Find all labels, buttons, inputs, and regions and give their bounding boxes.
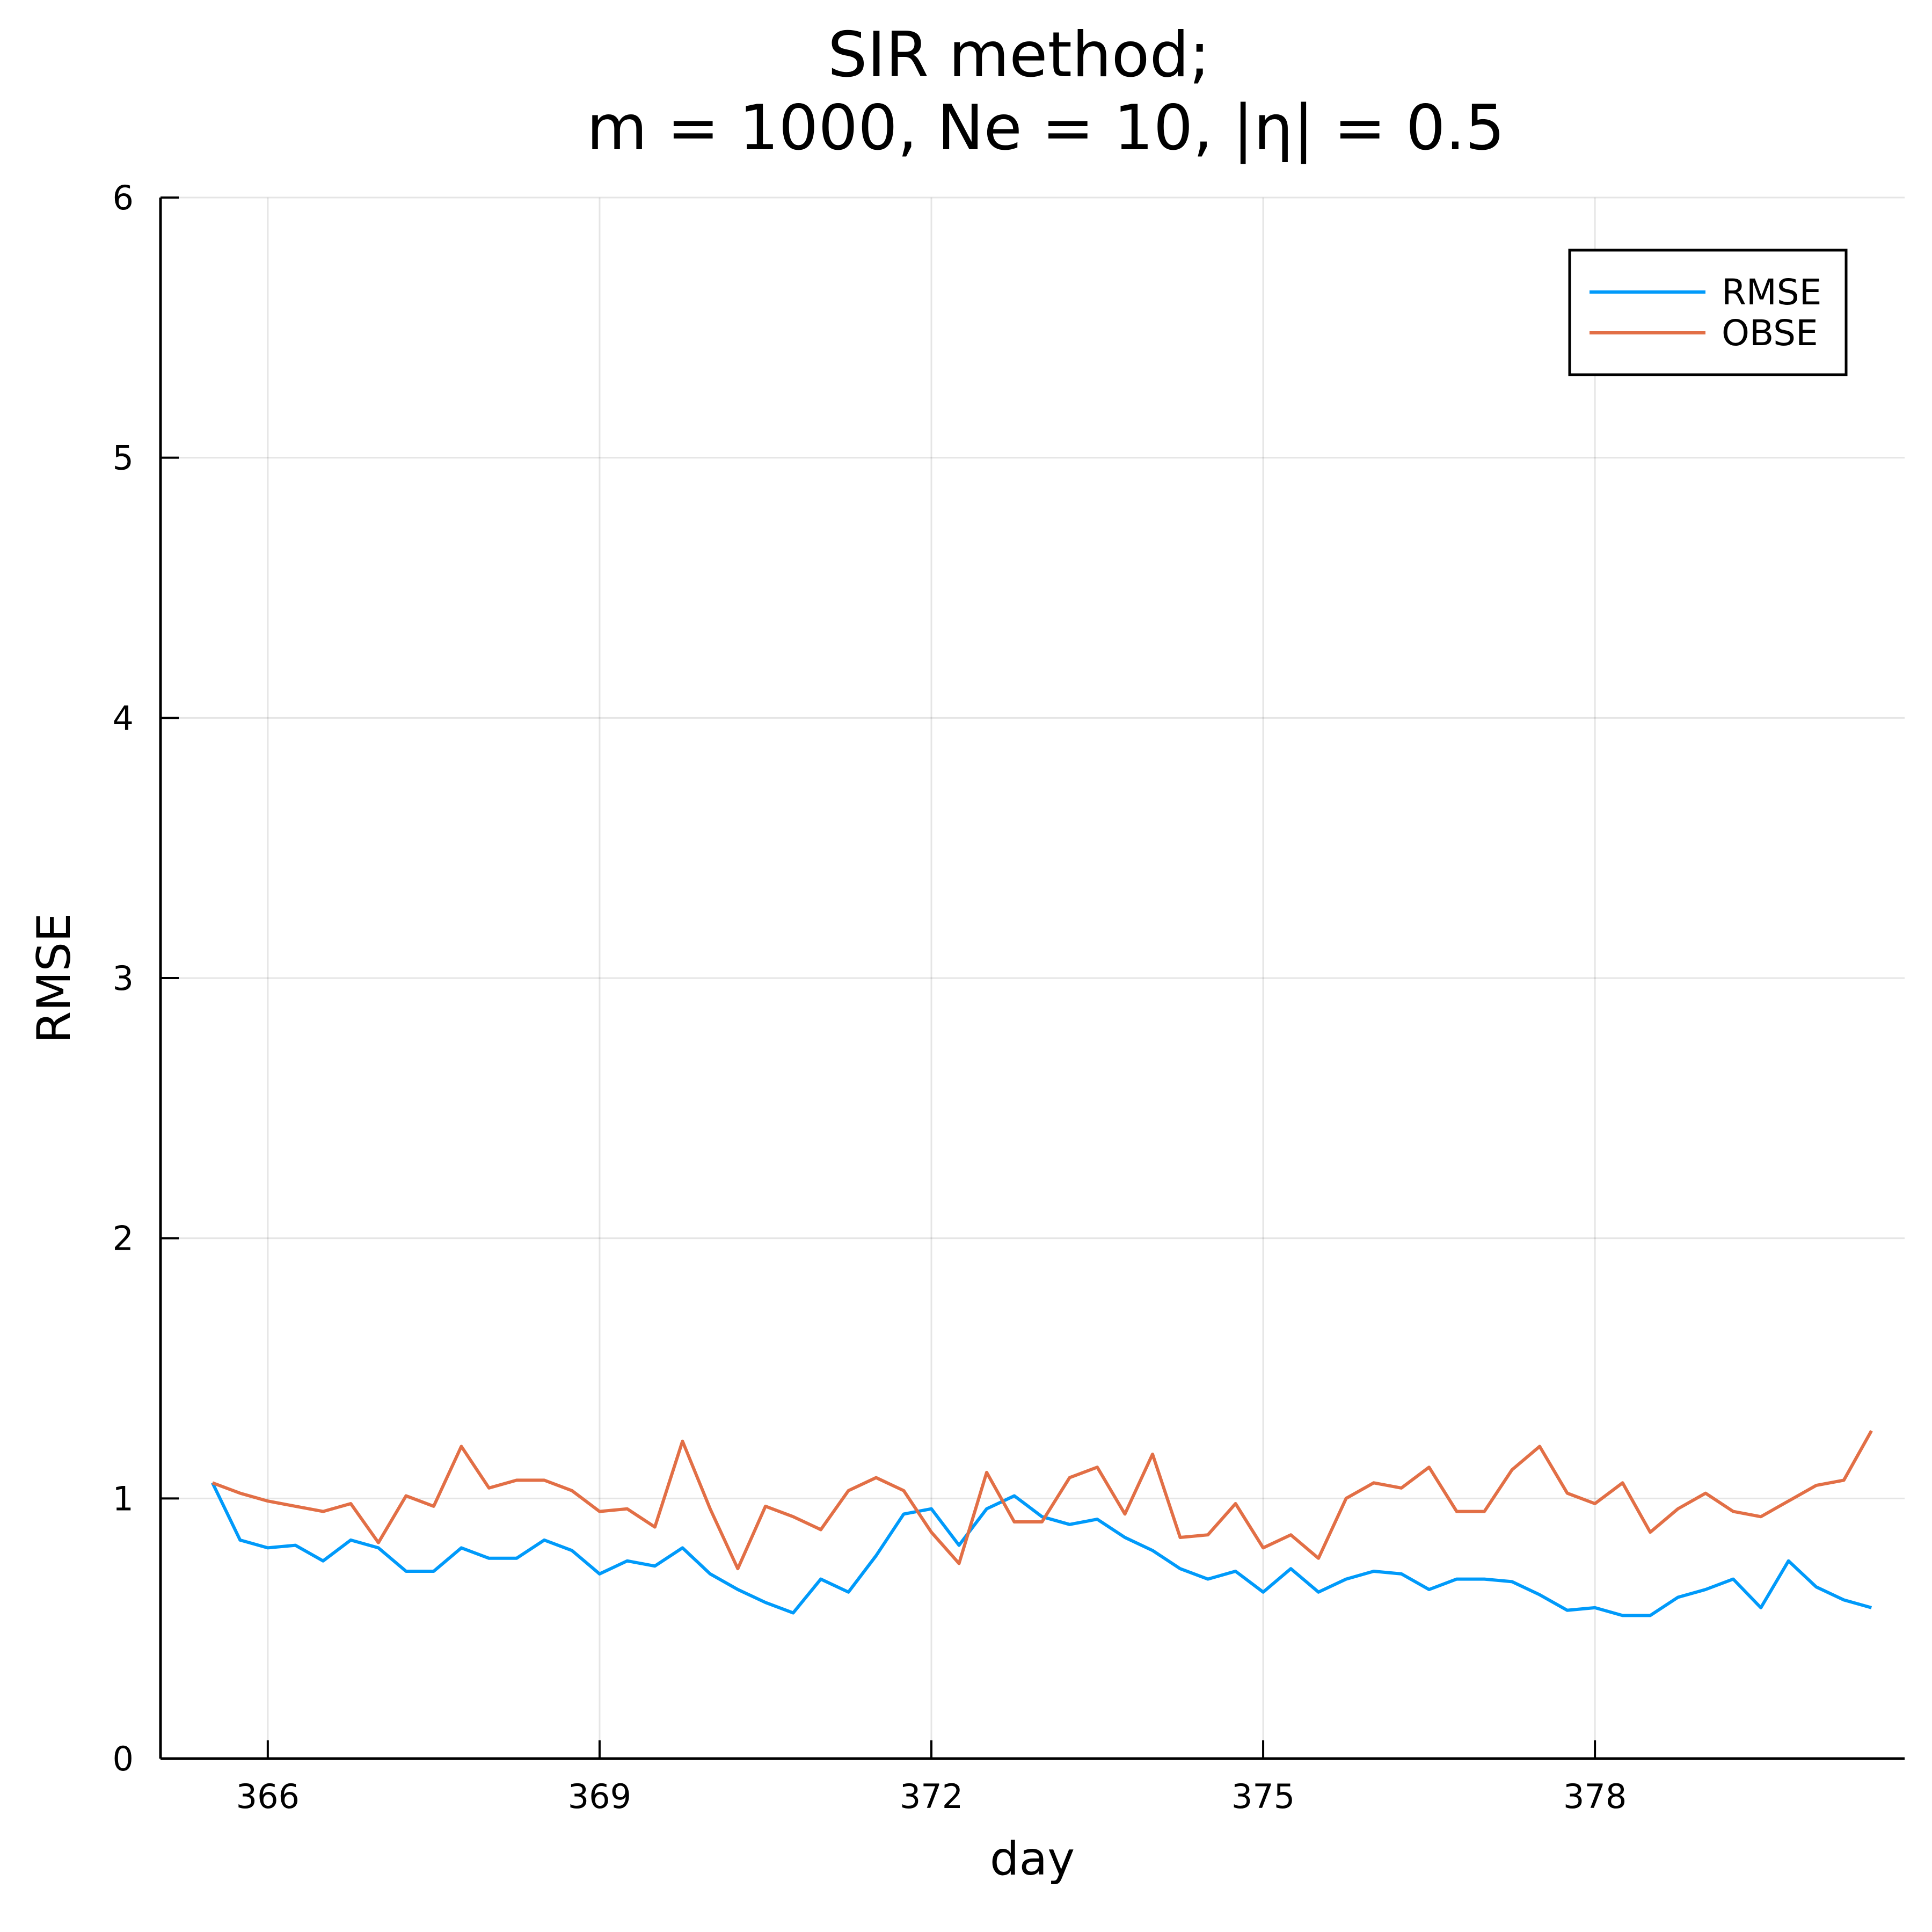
legend-box: [1568, 249, 1848, 376]
y-tick-label-6: 6: [113, 178, 134, 217]
series-line-rmse: [211, 1482, 1872, 1617]
x-tick-label-375: 375: [1231, 1777, 1295, 1816]
y-tick-label-1: 1: [113, 1479, 134, 1518]
x-tick-label-378: 378: [1563, 1777, 1627, 1816]
legend-label-obse: OBSE: [1722, 312, 1818, 354]
legend-label-rmse: RMSE: [1722, 272, 1821, 313]
y-tick-label-0: 0: [113, 1739, 134, 1778]
grid: [161, 196, 1905, 1760]
chart-title-line-1: SIR method;: [828, 19, 1210, 91]
x-tick-label-372: 372: [900, 1777, 963, 1816]
y-tick-label-2: 2: [113, 1219, 134, 1258]
series-line-obse: [212, 1430, 1873, 1571]
y-axis-label: RMSE: [27, 913, 81, 1044]
x-tick-label-369: 369: [568, 1777, 631, 1816]
x-axis-label: day: [990, 1832, 1075, 1886]
chart-title-line-2: m = 1000, Ne = 10, |η| = 0.5: [587, 92, 1505, 164]
plot-series: [211, 1430, 1873, 1617]
x-tick-label-366: 366: [236, 1777, 300, 1816]
y-tick-label-4: 4: [113, 698, 134, 738]
y-tick-label-3: 3: [113, 959, 134, 998]
axis-ticks: 366 369 372 375 378 0 1 2 3 4 5 6: [113, 178, 1627, 1816]
legend: RMSE OBSE: [1568, 249, 1848, 376]
y-tick-label-5: 5: [113, 439, 134, 478]
